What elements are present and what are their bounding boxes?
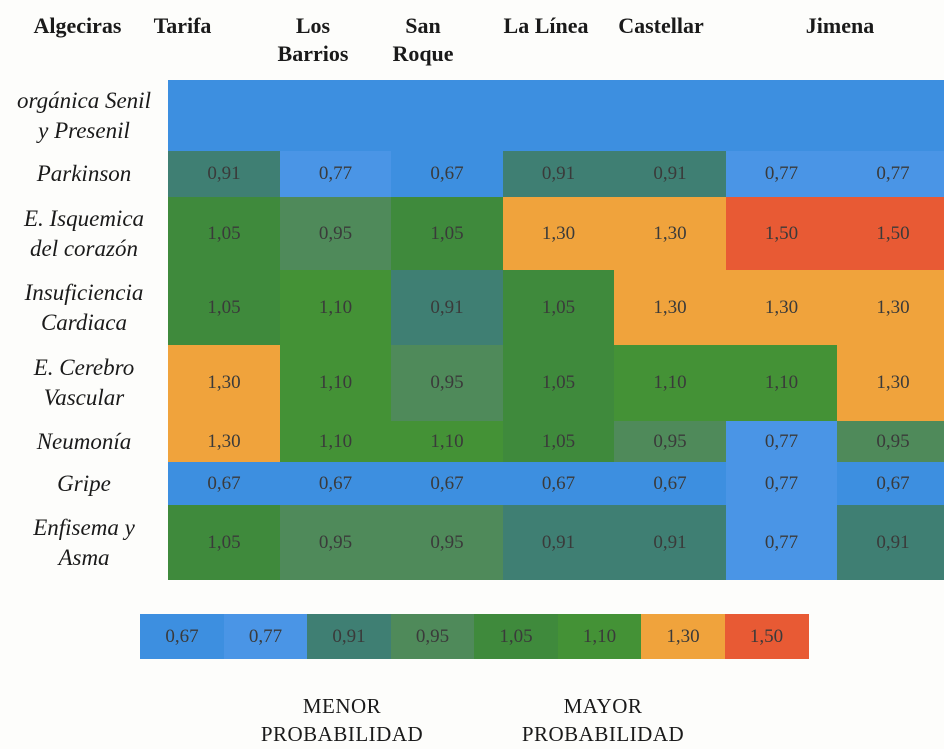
legend-swatch: 0,91 — [307, 614, 391, 659]
heatmap-cell: 0,95 — [391, 505, 503, 580]
heatmap-cell: 0,91 — [502, 151, 615, 197]
column-header: San Roque — [392, 13, 454, 66]
heatmap-cell: 1,10 — [279, 345, 392, 421]
legend-swatch: 0,67 — [140, 614, 224, 659]
heatmap-cell: 1,30 — [168, 345, 280, 421]
heatmap-cell: 0,95 — [614, 421, 726, 462]
heatmap-cell: 0,77 — [725, 462, 838, 505]
heatmap-cell: 0,91 — [614, 151, 726, 197]
heatmap-cell — [502, 80, 615, 151]
legend-swatch: 1,10 — [557, 614, 642, 659]
row-label: Parkinson — [36, 161, 132, 186]
heatmap-cell: 0,67 — [168, 462, 280, 505]
heatmap-cell: 0,77 — [279, 151, 392, 197]
column-header: La Línea — [503, 13, 589, 38]
heatmap-cell: 1,30 — [168, 421, 280, 462]
column-header: Jimena — [805, 13, 875, 38]
heatmap-cell: 1,10 — [279, 270, 392, 345]
heatmap-cell: 1,30 — [725, 270, 838, 345]
heatmap-cell: 1,10 — [391, 421, 503, 462]
heatmap-cell: 0,95 — [279, 197, 392, 270]
legend-low-caption: MENOR PROBABILIDAD — [260, 694, 424, 746]
heatmap-cell: 0,91 — [391, 270, 503, 345]
heatmap-cell: 0,67 — [279, 462, 392, 505]
heatmap-cell: 0,67 — [502, 462, 615, 505]
heatmap-cell: 1,10 — [725, 345, 838, 421]
heatmap-cell: 1,30 — [837, 345, 944, 421]
row-label: Neumonía — [36, 428, 132, 454]
heatmap-cell: 1,30 — [614, 197, 726, 270]
heatmap-cell: 1,05 — [168, 197, 280, 270]
heatmap-cell: 1,30 — [837, 270, 944, 345]
legend-swatch: 1,05 — [474, 614, 558, 659]
heatmap-cell — [391, 80, 503, 151]
heatmap-cell: 1,30 — [614, 270, 726, 345]
heatmap-cell: 1,05 — [391, 197, 503, 270]
legend-swatch: 1,50 — [724, 614, 809, 659]
heatmap-cell: 1,05 — [168, 505, 280, 580]
heatmap-cell: 0,67 — [614, 462, 726, 505]
heatmap-cell: 0,95 — [279, 505, 392, 580]
heatmap-cell: 0,91 — [502, 505, 615, 580]
heatmap-cell — [614, 80, 726, 151]
heatmap-cell: 0,77 — [837, 151, 944, 197]
column-header: Castellar — [618, 13, 704, 38]
heatmap-cell: 1,50 — [725, 197, 838, 270]
row-label: E. Cerebro Vascular — [33, 355, 135, 410]
heatmap-cell: 0,91 — [168, 151, 280, 197]
row-label: Enfisema y Asma — [33, 514, 135, 570]
heatmap-cell: 0,67 — [837, 462, 944, 505]
heatmap-cell: 1,30 — [502, 197, 615, 270]
row-label: orgánica Senil y Presenil — [17, 87, 151, 143]
heatmap-cell — [725, 80, 838, 151]
heatmap-cell: 0,67 — [391, 151, 503, 197]
row-label: E. Isquemica del corazón — [23, 205, 145, 261]
legend-high-caption: MAYOR PROBABILIDAD — [521, 694, 685, 746]
column-header: Los Barrios — [277, 13, 349, 66]
column-header: Tarifa — [153, 13, 212, 38]
heatmap-cell: 0,77 — [725, 505, 838, 580]
heatmap-cell: 1,10 — [614, 345, 726, 421]
heatmap-cell: 0,67 — [391, 462, 503, 505]
row-label: Insuficiencia Cardiaca — [24, 279, 144, 335]
heatmap-cell — [168, 80, 280, 151]
legend-swatch: 1,30 — [641, 614, 725, 659]
heatmap-cell: 1,05 — [502, 421, 615, 462]
heatmap-cell: 0,91 — [614, 505, 726, 580]
row-label: Gripe — [57, 470, 111, 496]
heatmap-cell: 1,05 — [502, 345, 615, 421]
heatmap-cell: 1,05 — [168, 270, 280, 345]
heatmap-cell: 0,77 — [725, 421, 838, 462]
heatmap-cell: 0,95 — [837, 421, 944, 462]
column-header: Algeciras — [33, 13, 122, 38]
heatmap-cell: 1,05 — [502, 270, 615, 345]
heatmap-cell: 1,10 — [279, 421, 392, 462]
heatmap-cell: 1,50 — [837, 197, 944, 270]
legend-swatch: 0,95 — [390, 614, 475, 659]
heatmap-cell: 0,91 — [837, 505, 944, 580]
heatmap-cell: 0,95 — [391, 345, 503, 421]
heatmap-cell — [837, 80, 944, 151]
legend-swatch: 0,77 — [223, 614, 308, 659]
heatmap-cell — [279, 80, 392, 151]
heatmap-cell: 0,77 — [725, 151, 838, 197]
